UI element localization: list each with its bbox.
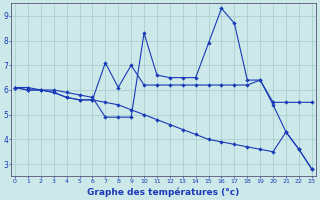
X-axis label: Graphe des températures (°c): Graphe des températures (°c) [87,187,240,197]
